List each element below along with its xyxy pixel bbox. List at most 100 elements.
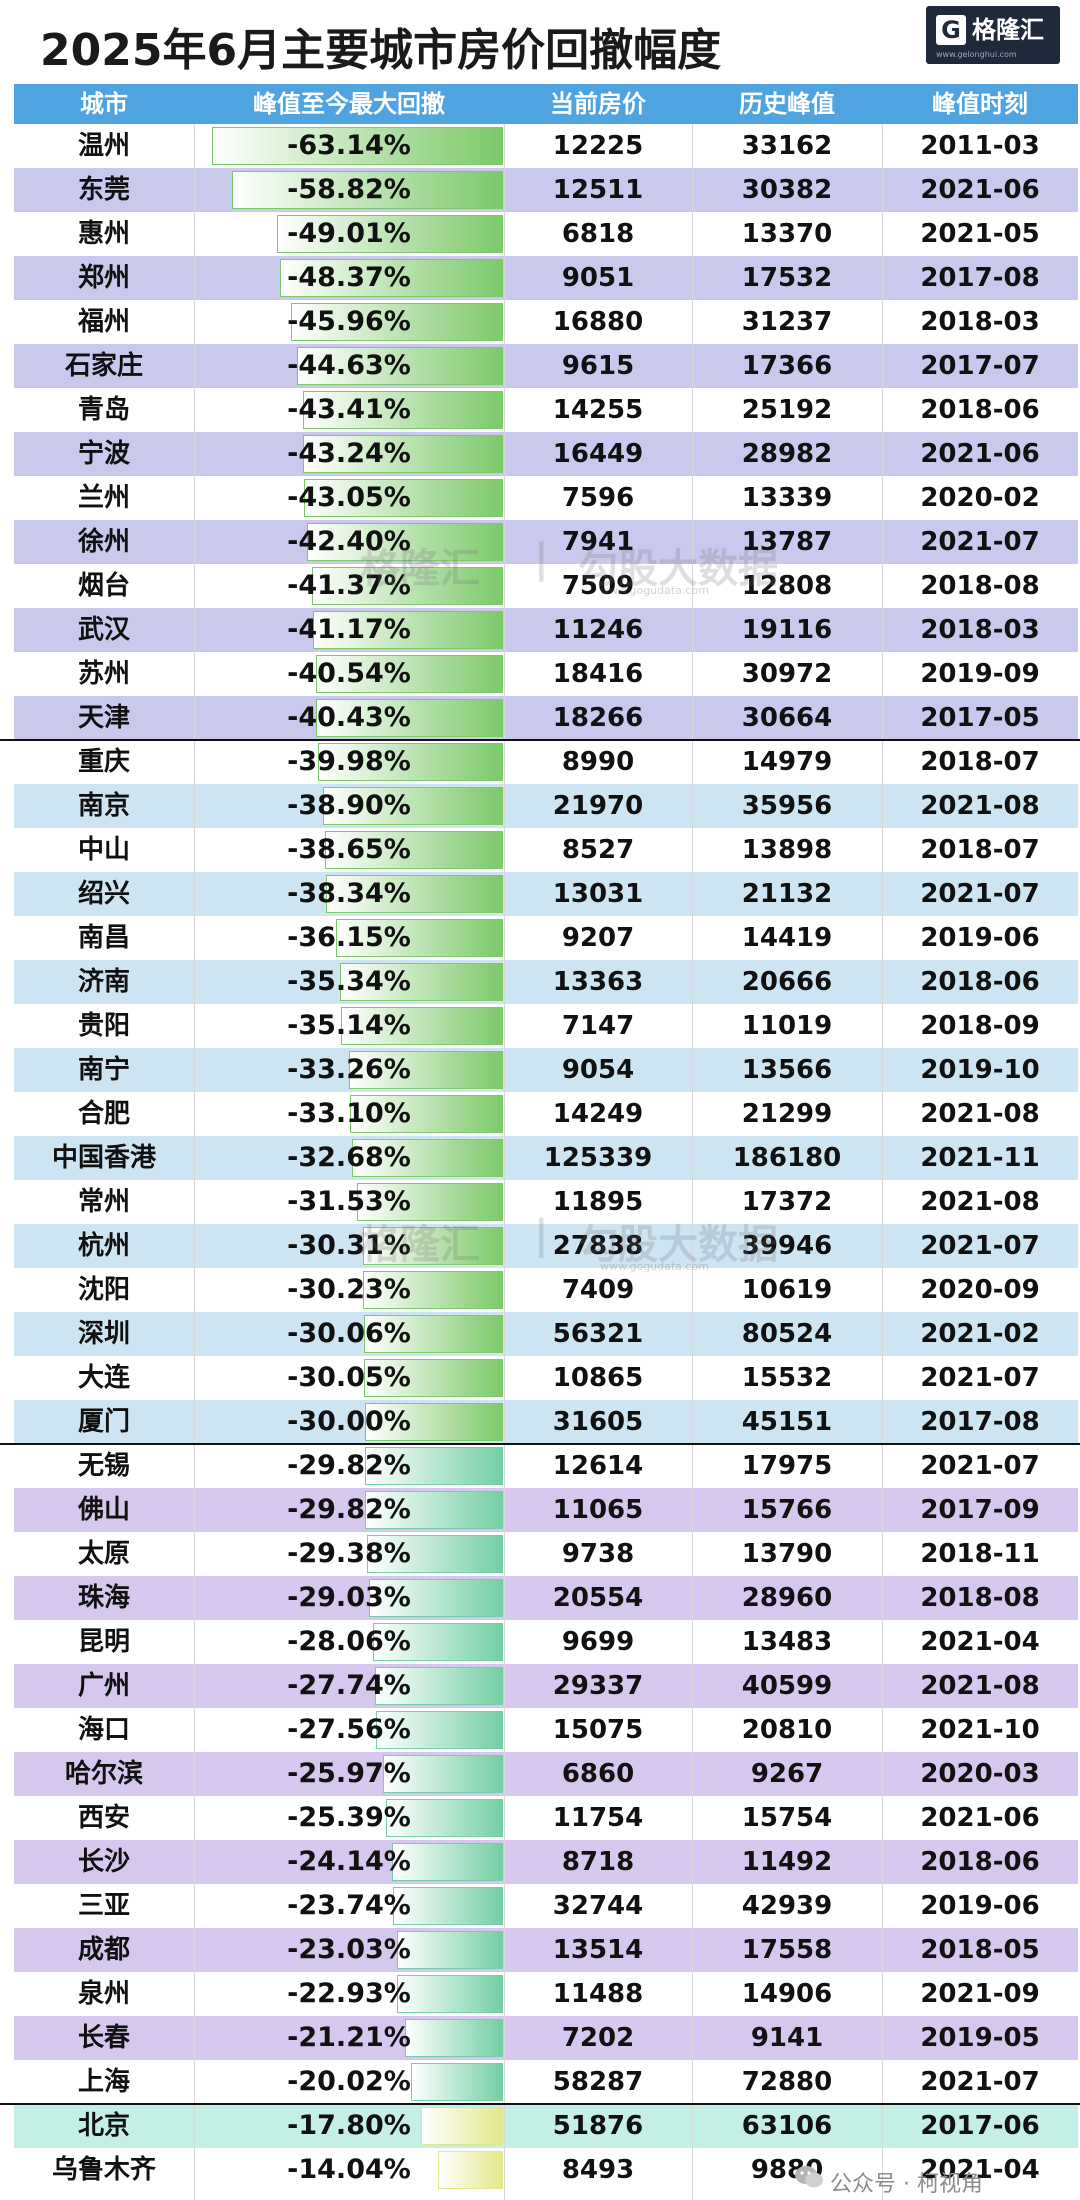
cell-drawdown: -63.14% xyxy=(194,124,504,168)
cell-drawdown: -22.93% xyxy=(194,1972,504,2016)
table-row: 珠海 -29.03% 20554 28960 2018-08 xyxy=(14,1576,1078,1620)
cell-drawdown: -24.14% xyxy=(194,1840,504,1884)
cell-current-price: 11895 xyxy=(552,1187,644,1217)
cell-city: 重庆 xyxy=(77,747,130,777)
drawdown-label: -40.43% xyxy=(287,702,411,733)
watermark-data-brand: 勾股大数据 xyxy=(578,546,778,592)
cell-drawdown: -43.05% xyxy=(194,476,504,520)
table-row: 北京 -17.80% 51876 63106 2017-06 xyxy=(14,2104,1078,2148)
cell-current-price: 31605 xyxy=(552,1407,644,1437)
table-row: 南昌 -36.15% 9207 14419 2019-06 xyxy=(14,916,1078,960)
table-row: 济南 -35.34% 13363 20666 2018-06 xyxy=(14,960,1078,1004)
cell-peak-date: 2018-08 xyxy=(920,571,1040,601)
table-row: 南宁 -33.26% 9054 13566 2019-10 xyxy=(14,1048,1078,1092)
drawdown-bar xyxy=(376,1711,503,1749)
drawdown-label: -41.17% xyxy=(287,614,411,645)
table-row: 徐州 -42.40% 7941 13787 2021-07 xyxy=(14,520,1078,564)
drawdown-label: -43.24% xyxy=(287,438,411,469)
brand-logo-url: www.gelonghui.com xyxy=(936,50,1017,59)
cell-peak-price: 186180 xyxy=(732,1143,842,1173)
cell-city: 东莞 xyxy=(77,175,130,205)
drawdown-bar xyxy=(336,919,503,957)
cell-city: 贵阳 xyxy=(77,1011,130,1041)
drawdown-label: -32.68% xyxy=(287,1142,411,1173)
cell-drawdown: -49.01% xyxy=(194,212,504,256)
table-row: 温州 -63.14% 12225 33162 2011-03 xyxy=(14,124,1078,168)
cell-peak-date: 2021-06 xyxy=(920,1803,1040,1833)
cell-peak-date: 2021-08 xyxy=(920,1671,1040,1701)
drawdown-label: -43.41% xyxy=(287,394,411,425)
cell-peak-price: 13898 xyxy=(741,835,833,865)
cell-drawdown: -30.05% xyxy=(194,1356,504,1400)
table-row: 长春 -21.21% 7202 9141 2019-05 xyxy=(14,2016,1078,2060)
table-row: 三亚 -23.74% 32744 42939 2019-06 xyxy=(14,1884,1078,1928)
cell-current-price: 13514 xyxy=(552,1935,644,1965)
cell-city: 绍兴 xyxy=(77,879,130,909)
cell-city: 济南 xyxy=(77,967,130,997)
cell-peak-price: 21132 xyxy=(741,879,833,909)
cell-city: 惠州 xyxy=(77,219,130,249)
table-row: 惠州 -49.01% 6818 13370 2021-05 xyxy=(14,212,1078,256)
drawdown-label: -14.04% xyxy=(287,2154,411,2185)
drawdown-label: -33.26% xyxy=(287,1054,411,1085)
cell-peak-price: 80524 xyxy=(741,1319,833,1349)
drawdown-bar xyxy=(307,523,503,561)
drawdown-bar xyxy=(349,1051,503,1089)
cell-current-price: 13363 xyxy=(552,967,644,997)
cell-peak-price: 14419 xyxy=(741,923,833,953)
drawdown-bar xyxy=(405,2019,503,2057)
cell-drawdown: -40.43% xyxy=(194,696,504,740)
cell-peak-date: 2018-03 xyxy=(920,307,1040,337)
table-row: 无锡 -29.82% 12614 17975 2021-07 xyxy=(14,1444,1078,1488)
cell-current-price: 7409 xyxy=(561,1275,635,1305)
drawdown-bar xyxy=(375,1667,503,1705)
drawdown-bar xyxy=(277,215,503,253)
cell-peak-price: 17532 xyxy=(741,263,833,293)
cell-current-price: 58287 xyxy=(552,2067,644,2097)
table-row: 沈阳 -30.23% 7409 10619 2020-09 xyxy=(14,1268,1078,1312)
drawdown-label: -42.40% xyxy=(287,526,411,557)
cell-drawdown: -40.54% xyxy=(194,652,504,696)
cell-city: 天津 xyxy=(77,703,130,733)
drawdown-label: -30.00% xyxy=(287,1406,411,1437)
cell-city: 佛山 xyxy=(77,1495,130,1525)
cell-peak-date: 2021-07 xyxy=(920,1451,1040,1481)
cell-peak-date: 2021-09 xyxy=(920,1979,1040,2009)
cell-drawdown: -29.03% xyxy=(194,1576,504,1620)
cell-current-price: 9051 xyxy=(561,263,635,293)
column-divider xyxy=(882,124,883,2200)
cell-drawdown: -38.34% xyxy=(194,872,504,916)
cell-peak-price: 35956 xyxy=(741,791,833,821)
table-row: 兰州 -43.05% 7596 13339 2020-02 xyxy=(14,476,1078,520)
drawdown-label: -23.74% xyxy=(287,1890,411,1921)
drawdown-bar xyxy=(291,303,503,341)
cell-peak-price: 28960 xyxy=(741,1583,833,1613)
drawdown-bar xyxy=(312,567,503,605)
cell-drawdown: -48.37% xyxy=(194,256,504,300)
cell-peak-price: 14979 xyxy=(741,747,833,777)
cell-city: 中国香港 xyxy=(51,1143,156,1173)
drawdown-bar xyxy=(373,1623,503,1661)
cell-peak-date: 2018-05 xyxy=(920,1935,1040,1965)
drawdown-bar xyxy=(323,787,503,825)
drawdown-bar xyxy=(365,1447,503,1485)
table-row: 贵阳 -35.14% 7147 11019 2018-09 xyxy=(14,1004,1078,1048)
table-row: 青岛 -43.41% 14255 25192 2018-06 xyxy=(14,388,1078,432)
cell-peak-price: 45151 xyxy=(741,1407,833,1437)
cell-current-price: 8527 xyxy=(561,835,635,865)
drawdown-label: -45.96% xyxy=(287,306,411,337)
cell-city: 南京 xyxy=(77,791,130,821)
drawdown-label: -21.21% xyxy=(287,2022,411,2053)
drawdown-bar xyxy=(369,1579,503,1617)
drawdown-label: -35.34% xyxy=(287,966,411,997)
cell-peak-price: 11019 xyxy=(741,1011,833,1041)
cell-peak-price: 31237 xyxy=(741,307,833,337)
drawdown-bar xyxy=(367,1535,503,1573)
drawdown-label: -39.98% xyxy=(287,746,411,777)
cell-current-price: 6860 xyxy=(561,1759,635,1789)
drawdown-bar xyxy=(357,1183,503,1221)
cell-city: 福州 xyxy=(77,307,130,337)
table-row: 大连 -30.05% 10865 15532 2021-07 xyxy=(14,1356,1078,1400)
drawdown-label: -36.15% xyxy=(287,922,411,953)
watermark-divider: | xyxy=(534,1212,549,1258)
